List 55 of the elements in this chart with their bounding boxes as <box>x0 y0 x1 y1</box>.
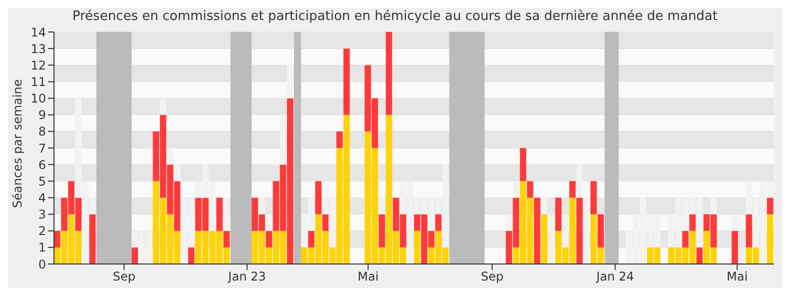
bar <box>526 181 534 198</box>
chart-title: Présences en commissions et participation en hémicycle au cours de sa dernière année de mandat <box>71 8 719 26</box>
x-tick-label: Jan 23 <box>227 270 266 284</box>
bar <box>378 214 386 248</box>
y-axis-title: Séances par semaine <box>10 79 24 208</box>
y-tick-label: 3 <box>38 208 46 222</box>
bar <box>336 131 343 148</box>
bar <box>343 48 350 115</box>
y-tick-label: 11 <box>30 74 46 89</box>
bar <box>266 230 272 248</box>
bar <box>216 198 223 231</box>
bar <box>766 214 774 264</box>
bar <box>732 230 738 264</box>
y-tick-label: 14 <box>30 25 46 40</box>
bar <box>308 230 314 248</box>
bar <box>315 181 322 214</box>
bar <box>598 214 604 248</box>
y-tick-label: 8 <box>38 124 46 139</box>
y-tick-label: 7 <box>38 141 46 156</box>
bar <box>435 214 442 231</box>
bar <box>682 230 689 248</box>
bar <box>689 214 696 231</box>
y-tick-label: 2 <box>38 224 46 238</box>
y-tick-label: 4 <box>38 190 46 205</box>
y-tick-label: 9 <box>38 108 46 122</box>
bar <box>541 214 548 264</box>
x-tick-label: Mai <box>358 270 379 284</box>
y-tick-label: 12 <box>30 58 46 72</box>
bar <box>746 214 752 248</box>
bar <box>569 181 576 198</box>
bar <box>322 214 329 231</box>
bar <box>386 32 392 115</box>
y-tick-label: 13 <box>30 42 46 56</box>
x-tick-label: Sep <box>480 270 504 284</box>
y-tick-label: 0 <box>38 257 46 272</box>
bar <box>89 214 96 264</box>
bar <box>590 181 597 214</box>
bar <box>576 198 583 264</box>
x-tick-label: Sep <box>112 270 136 284</box>
y-tick-label: 1 <box>38 240 46 255</box>
bar <box>223 230 230 248</box>
bar <box>132 247 138 264</box>
bar <box>188 247 194 264</box>
x-tick-label: Mai <box>726 270 748 284</box>
bar <box>555 198 562 231</box>
bar <box>520 148 526 182</box>
y-tick-label: 6 <box>38 158 46 172</box>
bar <box>696 247 703 264</box>
bar <box>766 198 774 214</box>
bar <box>534 198 540 264</box>
bar <box>414 230 420 264</box>
bar <box>54 230 60 248</box>
y-tick-label: 5 <box>38 174 46 188</box>
x-tick-label: Jan 24 <box>595 270 634 284</box>
y-tick-label: 10 <box>30 92 46 106</box>
